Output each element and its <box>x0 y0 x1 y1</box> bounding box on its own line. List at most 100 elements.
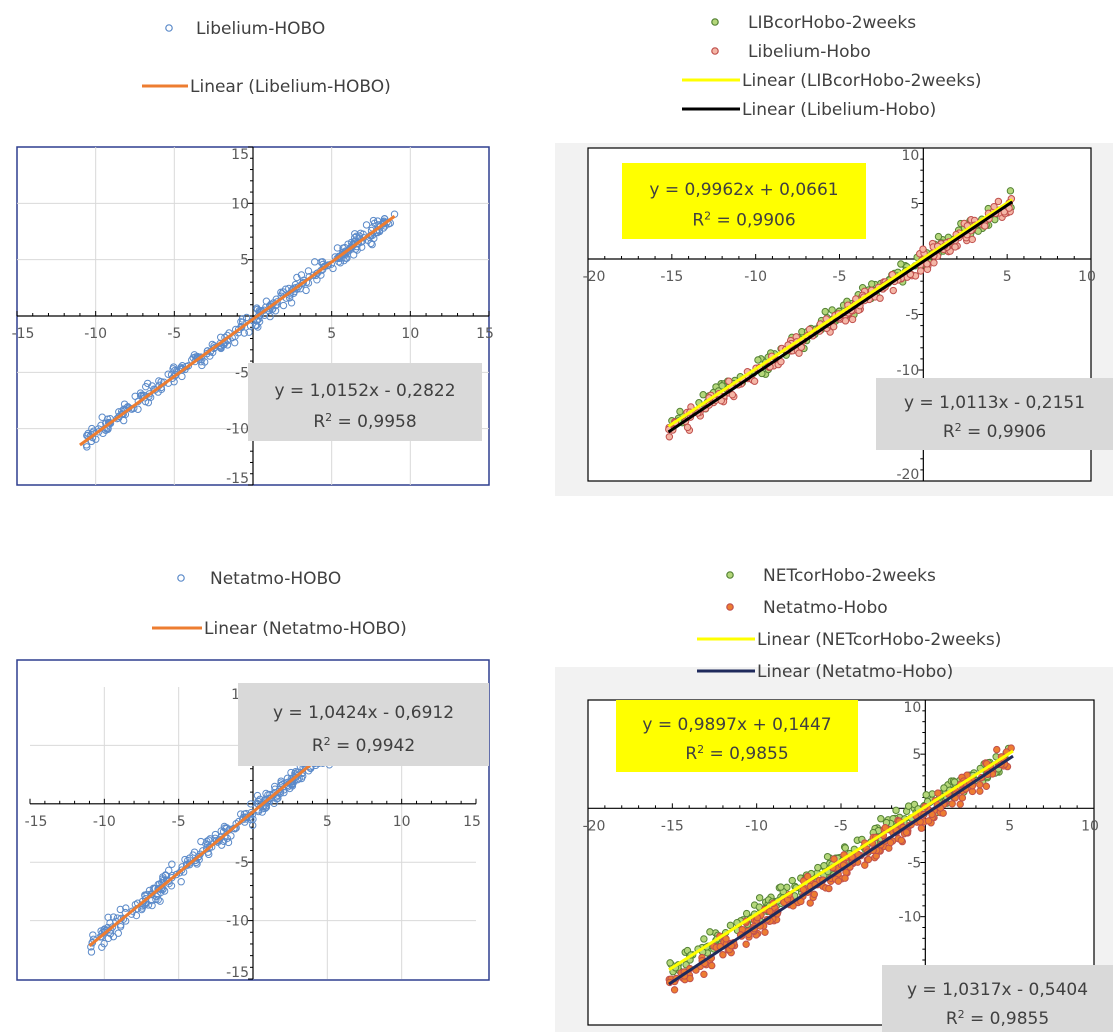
scatter-point <box>968 235 976 244</box>
scatter-point <box>186 854 194 862</box>
scatter-point <box>897 260 905 268</box>
r-squared-label: R2 = 0,9942 <box>312 735 415 757</box>
scatter-point <box>725 377 733 385</box>
scatter-point <box>877 815 885 823</box>
x-tick-label: -10 <box>745 818 768 834</box>
scatter-point <box>380 220 388 228</box>
scatter-point <box>216 835 224 844</box>
scatter-point <box>271 307 280 315</box>
scatter-point <box>309 271 318 279</box>
scatter-point <box>806 899 814 907</box>
scatter-point <box>168 860 176 868</box>
r-squared-label: R2 = 0,9855 <box>685 743 788 765</box>
scatter-point <box>950 778 959 786</box>
scatter-point <box>670 986 679 994</box>
scatter-point <box>754 356 762 364</box>
equation-box <box>622 163 866 239</box>
scatter-point <box>666 959 674 967</box>
y-tick-label: 5 <box>240 253 249 269</box>
chart-panel-3: -15-10-551015-15-10-5510Netatmo-HOBOLine… <box>16 569 490 981</box>
scatter-point <box>951 243 959 251</box>
scatter-point <box>152 895 160 904</box>
y-tick-label: -10 <box>898 910 921 926</box>
scatter-point <box>178 372 186 381</box>
y-tick-label: -5 <box>907 856 921 872</box>
x-tick-label: -5 <box>172 814 186 830</box>
scatter-point <box>294 771 302 779</box>
y-tick-label: -15 <box>226 471 249 487</box>
scatter-point <box>285 294 294 302</box>
legend-entry: Linear (Libelium-Hobo) <box>742 100 936 120</box>
scatter-point <box>116 922 125 931</box>
equation-label: y = 1,0317x - 0,5404 <box>907 980 1088 1000</box>
scatter-point <box>362 221 371 229</box>
scatter-point <box>148 901 156 910</box>
equation-label: y = 1,0113x - 0,2151 <box>904 393 1085 413</box>
scatter-point <box>318 258 327 266</box>
scatter-point <box>993 745 1001 754</box>
trendline <box>79 215 396 447</box>
y-tick-label: 15 <box>231 147 249 163</box>
x-tick-label: -10 <box>84 326 107 342</box>
x-tick-label: 10 <box>393 814 411 830</box>
chart-panel-4: -20-15-10-5510-20-15-10-5510NETcorHobo-2… <box>555 566 1113 1032</box>
scatter-point <box>841 874 849 882</box>
scatter-point <box>777 883 785 891</box>
r-squared-label: R2 = 0,9958 <box>313 410 416 432</box>
scatter-point <box>803 872 812 881</box>
x-tick-label: 5 <box>1003 269 1012 285</box>
x-tick-label: 10 <box>1081 818 1099 834</box>
scatter-point <box>742 909 751 918</box>
legend-marker <box>711 18 719 26</box>
scatter-point <box>976 780 984 789</box>
scatter-point <box>861 861 869 869</box>
scatter-point <box>132 911 141 920</box>
equation-label: y = 1,0424x - 0,6912 <box>273 703 454 723</box>
x-tick-label: 10 <box>1078 269 1096 285</box>
legend-entry: Linear (Netatmo-HOBO) <box>204 619 407 639</box>
y-tick-label: -5 <box>235 365 249 381</box>
y-tick-label: -15 <box>226 965 249 981</box>
scatter-point <box>823 852 832 861</box>
scatter-point <box>333 244 342 252</box>
scatter-point <box>917 824 926 832</box>
x-tick-label: -10 <box>744 269 767 285</box>
r-squared-label: R2 = 0,9906 <box>692 209 795 231</box>
scatter-point <box>848 315 857 324</box>
equation-box <box>876 378 1113 450</box>
scatter-point <box>916 267 925 275</box>
chart-panel-2: -20-15-10-5510-20-15-10-5510LIBcorHobo-2… <box>555 13 1113 496</box>
x-tick-label: 5 <box>327 326 336 342</box>
scatter-point <box>820 861 828 870</box>
scatter-point <box>750 377 759 385</box>
scatter-point <box>256 795 264 804</box>
equation-label: y = 1,0152x - 0,2822 <box>274 381 455 401</box>
x-tick-label: 10 <box>401 326 419 342</box>
scatter-point <box>223 834 232 843</box>
scatter-point <box>700 935 708 943</box>
scatter-point <box>134 405 142 413</box>
scatter-point <box>886 838 895 847</box>
scatter-point <box>131 392 139 400</box>
scatter-point <box>171 366 179 375</box>
scatter-point <box>155 377 163 385</box>
equation-label: y = 0,9962x + 0,0661 <box>649 180 838 200</box>
scatter-point <box>195 852 203 861</box>
x-tick-label: -20 <box>583 818 606 834</box>
scatter-point <box>830 322 838 331</box>
legend-entry: NETcorHobo-2weeks <box>763 566 936 586</box>
legend-entry: Linear (NETcorHobo-2weeks) <box>757 630 1001 650</box>
scatter-point <box>795 349 803 357</box>
scatter-point <box>958 794 967 802</box>
scatter-point <box>981 222 989 230</box>
scatter-point <box>706 928 714 936</box>
x-tick-label: -5 <box>167 326 181 342</box>
scatter-point <box>799 885 808 894</box>
x-tick-label: 15 <box>463 814 481 830</box>
scatter-point <box>270 782 279 791</box>
trendline <box>667 198 1014 428</box>
chart-panel-1: -15 -10 -5 5 10 15 -15 -10 -5 5 10 15 Libelium-HOBO L… <box>12 19 494 487</box>
scatter-point <box>351 230 359 238</box>
scatter-point <box>270 799 278 808</box>
